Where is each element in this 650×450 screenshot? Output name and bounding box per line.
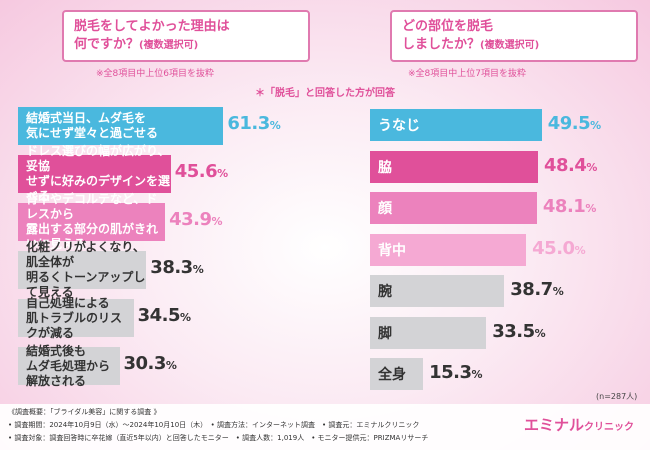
left-bar: 自己処理による 肌トラブルのリスクが減る: [18, 296, 134, 340]
right-bar-value-number: 33.5: [492, 320, 535, 342]
left-bar-label: 結婚式当日、ムダ毛を 気にせず堂々と過ごせる: [26, 111, 159, 140]
answer-note: ＊「脱毛」と回答した方が回答: [255, 88, 395, 99]
left-bar-value-number: 43.9: [169, 209, 212, 230]
survey-footer: 《調査概要：「ブライダル美容」に関する調査 》 • 調査期間：2024年10月9…: [0, 404, 650, 450]
left-bar-value-number: 30.3: [123, 353, 167, 374]
left-bar-label: 結婚式後も ムダ毛処理から解放される: [26, 343, 111, 388]
left-bar-value: 30.3%: [124, 353, 177, 374]
right-bar-value-number: 48.4: [543, 154, 587, 176]
right-bar-label: 全身: [378, 367, 406, 383]
left-bar-label: 背中やデコルテなど、ドレスから 露出する部分の肌がきれいに見える: [26, 192, 159, 251]
left-title-line1: 脱毛をしてよかった理由は: [74, 19, 230, 34]
footer-line1: 《調査概要：「ブライダル美容」に関する調査 》: [8, 408, 161, 416]
left-title-suffix: (複数選択可): [139, 40, 199, 51]
right-bar-value-unit: %: [590, 119, 601, 132]
right-bar-label: 脚: [378, 325, 392, 342]
brand-logo: エミナルクリニック: [524, 414, 634, 435]
left-bar-value: 61.3%: [227, 113, 280, 134]
right-title-line1: どの部位を脱毛: [402, 19, 494, 34]
right-bar-value-number: 45.0: [532, 237, 575, 259]
right-bar: 全身: [370, 358, 424, 390]
footer-line3: • 調査対象：調査回答時に卒花嫁（直近5年以内）と回答したモニター • 調査人数…: [8, 434, 429, 442]
left-title-line2: 何ですか？: [74, 37, 140, 52]
left-bar: 化粧ノリがよくなり、肌全体が 明るくトーンアップして見える: [18, 240, 147, 299]
right-bar-label: 背中: [378, 242, 406, 259]
right-bar-label: 腕: [378, 284, 392, 300]
right-bar-value-number: 38.7: [510, 279, 553, 300]
right-bar-value: 33.5%: [492, 321, 545, 342]
left-bar-value-unit: %: [217, 167, 228, 180]
logo-main: エミナル: [524, 416, 585, 434]
right-bar-value: 38.7%: [510, 279, 563, 300]
left-bar-value-unit: %: [192, 263, 204, 276]
left-bar-value-unit: %: [165, 359, 177, 372]
right-bar-value: 48.1%: [543, 196, 596, 217]
right-bar: 腕: [370, 275, 505, 307]
left-bar: ドレス選びの幅が広がり、妥協 せずに好みのデザインを選べる: [18, 144, 171, 203]
left-bar-label: 化粧ノリがよくなり、肌全体が 明るくトーンアップして見える: [26, 240, 146, 299]
left-bar-value-number: 61.3: [227, 113, 270, 134]
left-bar-value-unit: %: [269, 119, 281, 132]
left-bar-value-number: 45.6: [174, 161, 218, 182]
right-bar: 背中: [370, 233, 527, 266]
left-bar-value-unit: %: [179, 311, 191, 324]
left-bar-value: 43.9%: [169, 209, 222, 230]
left-bar-value: 45.6%: [175, 161, 228, 182]
right-bar-label: 顔: [378, 201, 392, 217]
right-note: ※全8項目中上位7項目を抜粋: [408, 69, 526, 79]
footer-line2: • 調査期間：2024年10月9日（水）〜2024年10月10日（木） • 調査…: [8, 421, 420, 429]
left-bar-label: 自己処理による 肌トラブルのリスクが減る: [26, 295, 123, 340]
right-bar: 脚: [370, 316, 487, 349]
left-bar-label: ドレス選びの幅が広がり、妥協 せずに好みのデザインを選べる: [26, 144, 171, 203]
right-bar-value-unit: %: [552, 285, 564, 298]
right-bar-value: 45.0%: [532, 238, 585, 259]
right-title-suffix: (複数選択可): [480, 40, 540, 51]
right-bar: 顔: [370, 192, 537, 224]
left-bar-value: 38.3%: [150, 257, 203, 278]
right-question-title: どの部位を脱毛 しましたか？(複数選択可): [390, 10, 638, 62]
right-bar-value: 15.3%: [429, 362, 482, 383]
right-bar-value-unit: %: [586, 160, 597, 174]
left-bar: 背中やデコルテなど、ドレスから 露出する部分の肌がきれいに見える: [18, 192, 166, 251]
right-bar-value: 49.5%: [548, 113, 601, 134]
logo-sub: クリニック: [584, 422, 635, 433]
left-bar-value: 34.5%: [138, 305, 191, 326]
right-bar: うなじ: [370, 109, 542, 141]
left-bar-value-number: 34.5: [137, 305, 181, 326]
right-bar-value-number: 48.1: [542, 196, 586, 217]
right-bar-value-unit: %: [585, 202, 596, 215]
left-bar: 結婚式後も ムダ毛処理から解放される: [18, 344, 120, 388]
right-bar-value-unit: %: [471, 368, 483, 381]
left-bar: 結婚式当日、ムダ毛を 気にせず堂々と過ごせる: [18, 107, 224, 145]
right-bar-label: 脇: [378, 159, 392, 176]
left-question-title: 脱毛をしてよかった理由は 何ですか？(複数選択可): [62, 10, 310, 62]
sample-size: (n=287人): [596, 392, 638, 401]
right-bar-value-unit: %: [534, 326, 546, 340]
right-bar-value-number: 15.3: [429, 362, 472, 383]
right-bar-value-number: 49.5: [547, 113, 591, 134]
right-title-line2: しましたか？: [402, 37, 481, 52]
left-bar-value-number: 38.3: [150, 257, 193, 278]
right-bar: 脇: [370, 150, 538, 183]
right-bar-value-unit: %: [574, 243, 586, 257]
left-bar-value-unit: %: [211, 215, 223, 228]
right-bar-value: 48.4%: [544, 155, 597, 176]
left-note: ※全8項目中上位6項目を抜粋: [96, 69, 214, 79]
right-bar-label: うなじ: [378, 118, 420, 134]
